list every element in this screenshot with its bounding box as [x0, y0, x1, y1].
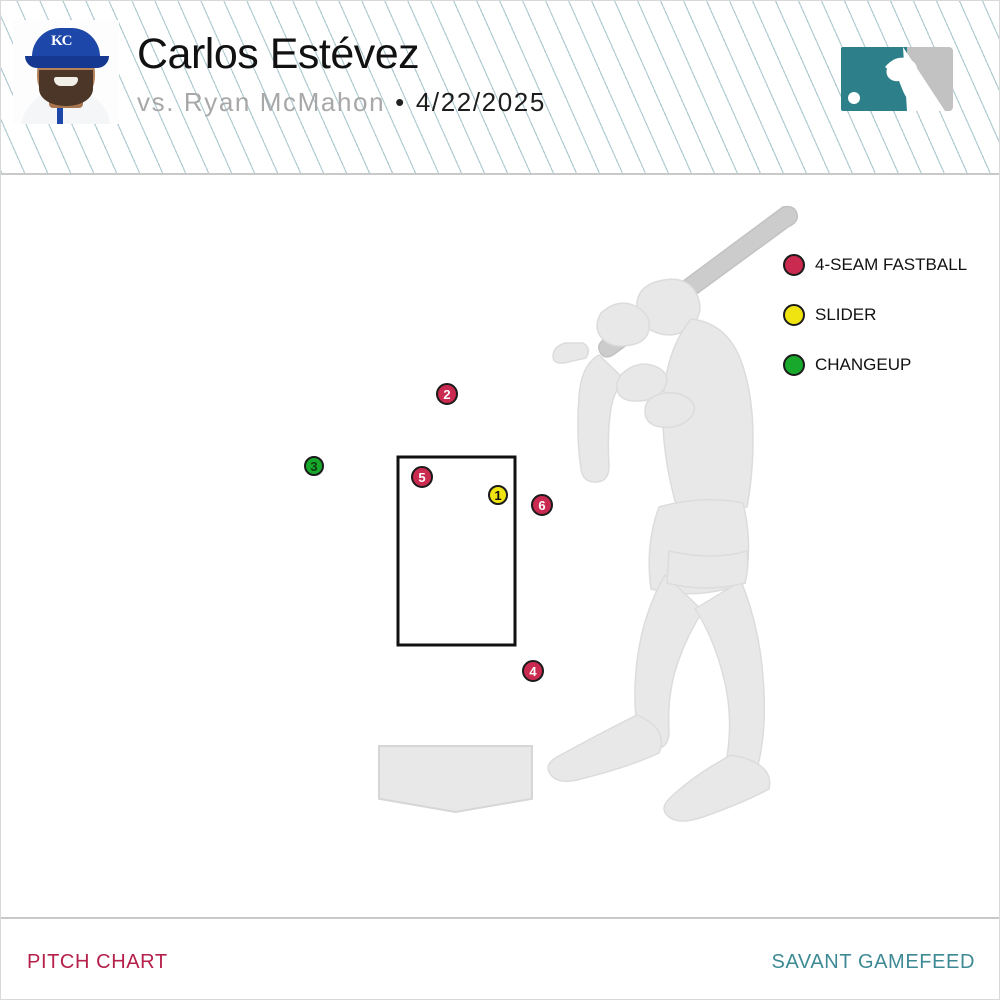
pitch-type-legend: 4-SEAM FASTBALL SLIDER CHANGEUP: [783, 251, 967, 401]
pitch-marker[interactable]: 1: [488, 485, 508, 505]
savant-gamefeed-link[interactable]: SAVANT GAMEFEED: [771, 951, 975, 973]
legend-label: CHANGEUP: [815, 355, 912, 374]
headshot-beard: [39, 70, 93, 106]
legend-item[interactable]: SLIDER: [783, 301, 967, 329]
pitch-marker[interactable]: 6: [531, 494, 553, 516]
opponent-text: vs. Ryan McMahon: [137, 87, 386, 117]
page-title: Carlos Estévez: [137, 30, 420, 78]
pitch-chart-plot: 1 2 3 4 5 6 4-SEAM FASTBALL SLIDER CHANGEUP: [1, 175, 999, 917]
legend-swatch-icon: [783, 254, 805, 276]
headshot-jersey-placket: [57, 104, 63, 124]
card-header: KC Carlos Estévez vs. Ryan McMahon • 4/22/…: [1, 1, 999, 175]
pitch-marker[interactable]: 4: [522, 660, 544, 682]
zone-and-plate: [378, 455, 533, 814]
home-plate-icon: [378, 745, 533, 814]
legend-item[interactable]: 4-SEAM FASTBALL: [783, 251, 967, 279]
legend-label: SLIDER: [815, 305, 877, 324]
matchup-subtitle: vs. Ryan McMahon • 4/22/2025: [137, 87, 546, 118]
legend-swatch-icon: [783, 304, 805, 326]
game-date: 4/22/2025: [415, 87, 546, 117]
headshot-team-logo: KC: [51, 33, 72, 49]
headshot-smile: [54, 77, 78, 86]
legend-swatch-icon: [783, 354, 805, 376]
mlb-logo: [841, 47, 953, 111]
pitch-chart-tab[interactable]: PITCH CHART: [27, 951, 168, 973]
card-footer: PITCH CHART SAVANT GAMEFEED: [1, 917, 999, 999]
pitch-marker[interactable]: 2: [436, 383, 458, 405]
player-headshot: KC: [13, 20, 119, 124]
headshot-cap-brim: [25, 56, 109, 68]
batter-silhouette: [547, 205, 799, 822]
subtitle-separator: •: [395, 87, 406, 117]
strike-zone-box: [396, 455, 517, 647]
pitch-marker[interactable]: 5: [411, 466, 433, 488]
legend-label: 4-SEAM FASTBALL: [815, 255, 968, 274]
legend-item[interactable]: CHANGEUP: [783, 351, 967, 379]
pitch-marker[interactable]: 3: [304, 456, 324, 476]
